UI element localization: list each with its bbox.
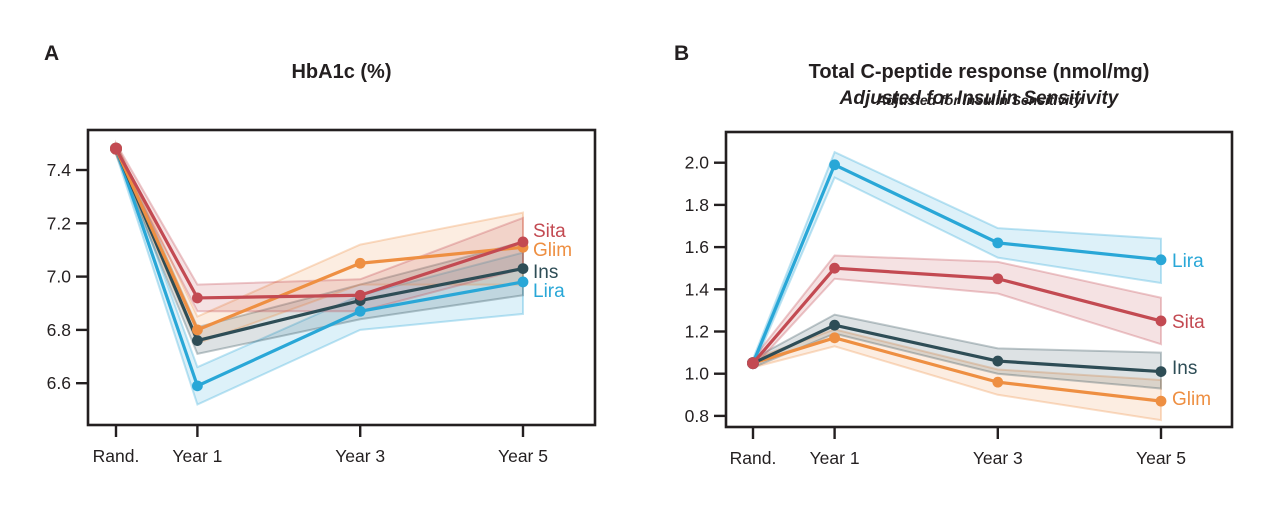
series-label-sita: Sita [1172,312,1205,333]
data-point-sita [110,142,122,155]
series-line-glim [752,336,1162,403]
panel-a-title: HbA1c (%) [291,61,392,83]
data-point-sita [992,273,1004,285]
data-point-ins [517,263,529,275]
data-point-ins [192,335,203,346]
data-point-glim [829,332,840,344]
data-point-ins [992,355,1004,367]
data-point-sita [829,262,840,274]
series-label-sita: Sita [533,221,566,242]
data-point-lira [1155,254,1167,266]
x-tick-label: Year 5 [498,446,548,466]
data-point-ins [1155,366,1167,377]
series-line-ins [752,323,1162,374]
y-tick-label: 6.6 [47,373,71,393]
data-point-lira [992,237,1004,249]
y-tick-label: 0.8 [685,406,709,426]
x-tick-label: Year 1 [810,448,860,468]
x-tick-label: Year 5 [1136,448,1186,468]
data-point-sita [747,357,759,370]
y-tick-label: 7.2 [47,213,71,233]
confidence-band-glim [752,328,1162,422]
panel-a-plot: 7.4 7.2 7.0 6.8 6.6 Rand. Year 1 Year 3 Year 5 Si… [47,128,597,466]
data-point-sita [192,292,203,304]
plot-frame [724,130,1234,429]
x-tick-label: Year 3 [335,446,385,466]
panel-b-plot: 2.0 1.8 1.6 1.4 1.2 1.0 0.8 Rand. Year 1 Year 3 Ye… [685,130,1234,468]
x-tick-label: Rand. [93,446,140,466]
data-point-lira [829,159,840,171]
confidence-band-sita [752,254,1162,370]
confidence-band-lira [752,150,1162,368]
panel-b-subtitle-overlap: Adjusted for Insulin Sensitivity [876,92,1082,108]
data-point-glim [1155,395,1167,407]
series-line-ins [114,148,524,343]
series-label-ins: Ins [533,262,558,283]
data-point-ins [829,319,840,331]
panel-b-title: Total C-peptide response (nmol/mg) [808,61,1150,83]
y-tick-label: 2.0 [685,153,710,173]
y-tick-label: 7.0 [47,267,72,287]
x-tick-label: Rand. [730,448,777,468]
series-label-ins: Ins [1172,358,1197,379]
y-tick-label: 1.6 [685,237,709,257]
y-tick-label: 7.4 [47,160,72,180]
y-tick-label: 1.2 [685,322,709,342]
data-point-lira [354,305,366,317]
y-tick-label: 1.8 [685,195,709,215]
series-line-sita [751,266,1162,365]
series-label-glim: Glim [1172,389,1211,410]
confidence-band-lira [115,143,524,406]
y-tick-label: 1.4 [685,279,710,299]
data-point-glim [192,324,203,336]
y-tick-label: 6.8 [47,320,71,340]
data-point-sita [1155,315,1167,327]
series-line-sita [114,147,524,300]
panel-b-subtitle: Adjusted for Insulin Sensitivity [839,88,1119,109]
series-label-lira: Lira [1172,251,1204,272]
panel-a-letter: A [44,42,60,65]
x-tick-label: Year 1 [172,446,222,466]
data-point-glim [354,257,366,269]
data-point-glim [992,376,1004,388]
panel-b-letter: B [674,42,690,65]
data-point-sita [354,289,366,301]
series-label-glim: Glim [533,240,572,261]
x-tick-label: Year 3 [973,448,1023,468]
series-line-lira [114,148,524,388]
series-line-lira [751,163,1162,364]
y-tick-label: 1.0 [685,364,710,384]
data-point-sita [517,236,529,248]
series-label-lira: Lira [533,281,565,302]
data-point-lira [192,380,203,392]
data-point-lira [517,276,529,288]
